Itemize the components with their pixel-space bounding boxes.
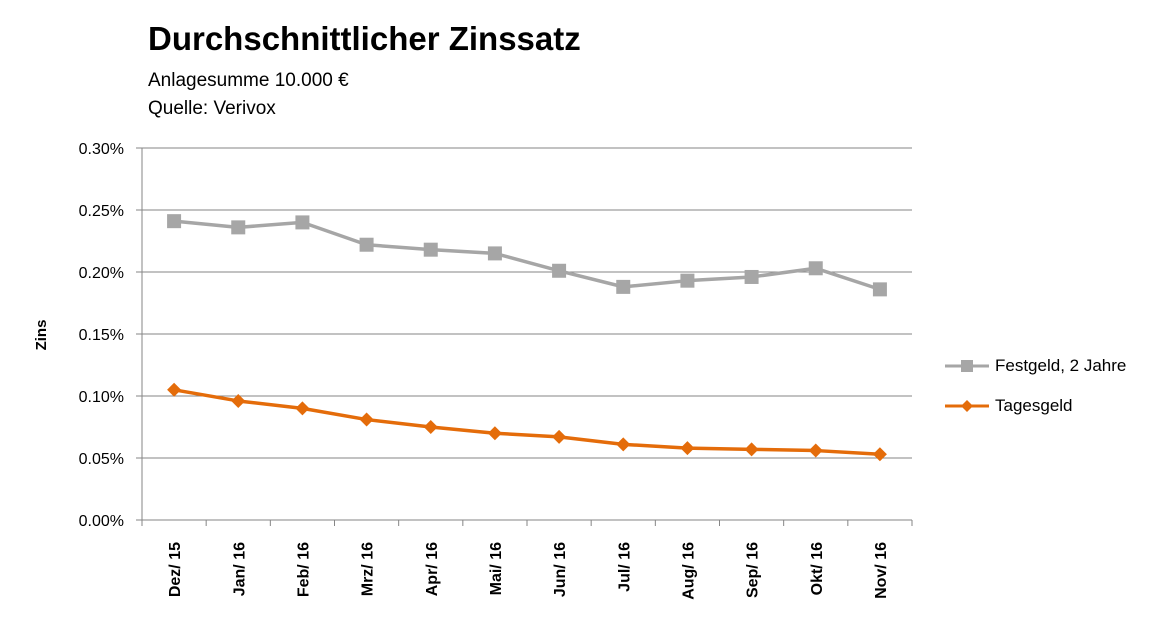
legend-label-tagesgeld: Tagesgeld [995,396,1073,415]
data-point-festgeld [616,279,631,294]
data-point-festgeld [487,246,502,261]
data-point-festgeld [744,269,759,284]
data-point-tagesgeld [231,393,246,408]
data-point-tagesgeld [359,412,374,427]
x-tick-label: Okt/ 16 [809,542,826,595]
legend-square-marker-icon [945,360,989,372]
y-axis-ticks: 0.00% 0.05% 0.10% 0.15% 0.20% 0.25% 0.30% [79,141,124,530]
y-tick-label: 0.05% [79,451,124,468]
y-tick-label: 0.15% [79,327,124,344]
data-point-festgeld [295,215,310,230]
series-line-tagesgeld [173,388,881,457]
series-line-festgeld [173,219,881,292]
x-tick-label: Jul/ 16 [616,542,633,592]
y-axis-label: Zins [33,320,50,351]
x-tick-label: Jun/ 16 [552,542,569,597]
y-tick-label: 0.10% [79,389,124,406]
legend-diamond-marker-icon [945,400,989,412]
series-markers [167,214,887,462]
x-tick-label: Apr/ 16 [424,542,441,596]
data-point-festgeld [423,242,438,257]
data-point-festgeld [359,237,374,252]
data-point-tagesgeld [616,437,631,452]
x-tick-label: Dez/ 15 [167,542,184,597]
x-tick-label: Feb/ 16 [295,542,312,597]
data-point-tagesgeld [487,426,502,441]
data-point-festgeld [552,263,567,278]
data-point-tagesgeld [167,382,182,397]
x-tick-label: Mai/ 16 [488,542,505,595]
data-point-tagesgeld [680,441,695,456]
data-point-tagesgeld [872,447,887,462]
y-tick-label: 0.00% [79,513,124,530]
legend-item-tagesgeld: Tagesgeld [945,386,1126,426]
data-point-festgeld [872,282,887,297]
x-tick-label: Sep/ 16 [745,542,762,598]
x-tick-label: Jan/ 16 [231,542,248,596]
legend-item-festgeld: Festgeld, 2 Jahre [945,346,1126,386]
legend-label-festgeld: Festgeld, 2 Jahre [995,356,1127,375]
x-tick-label: Mrz/ 16 [360,542,377,596]
data-point-tagesgeld [744,442,759,457]
y-tick-label: 0.20% [79,265,124,282]
data-point-festgeld [167,214,182,229]
x-tick-label: Nov/ 16 [873,542,890,599]
data-point-festgeld [680,273,695,288]
series-lines [173,219,881,457]
data-point-festgeld [808,261,823,276]
chart-title: Durchschnittlicher Zinssatz [148,20,581,57]
data-point-festgeld [231,220,246,235]
data-point-tagesgeld [295,401,310,416]
y-tick-label: 0.25% [79,203,124,220]
data-point-tagesgeld [423,420,438,434]
data-point-tagesgeld [552,429,567,444]
x-axis-ticks: Dez/ 15 Jan/ 16 Feb/ 16 Mrz/ 16 Apr/ 16 Mai/ … [167,542,890,600]
gridlines [136,147,913,526]
data-point-tagesgeld [808,443,823,458]
legend: Festgeld, 2 Jahre Tagesgeld [945,346,1126,426]
y-tick-label: 0.30% [79,141,124,158]
x-tick-label: Aug/ 16 [680,542,697,600]
chart-subtitle-source: Quelle: Verivox [148,98,276,119]
chart-subtitle-amount: Anlagesumme 10.000 € [148,70,349,91]
